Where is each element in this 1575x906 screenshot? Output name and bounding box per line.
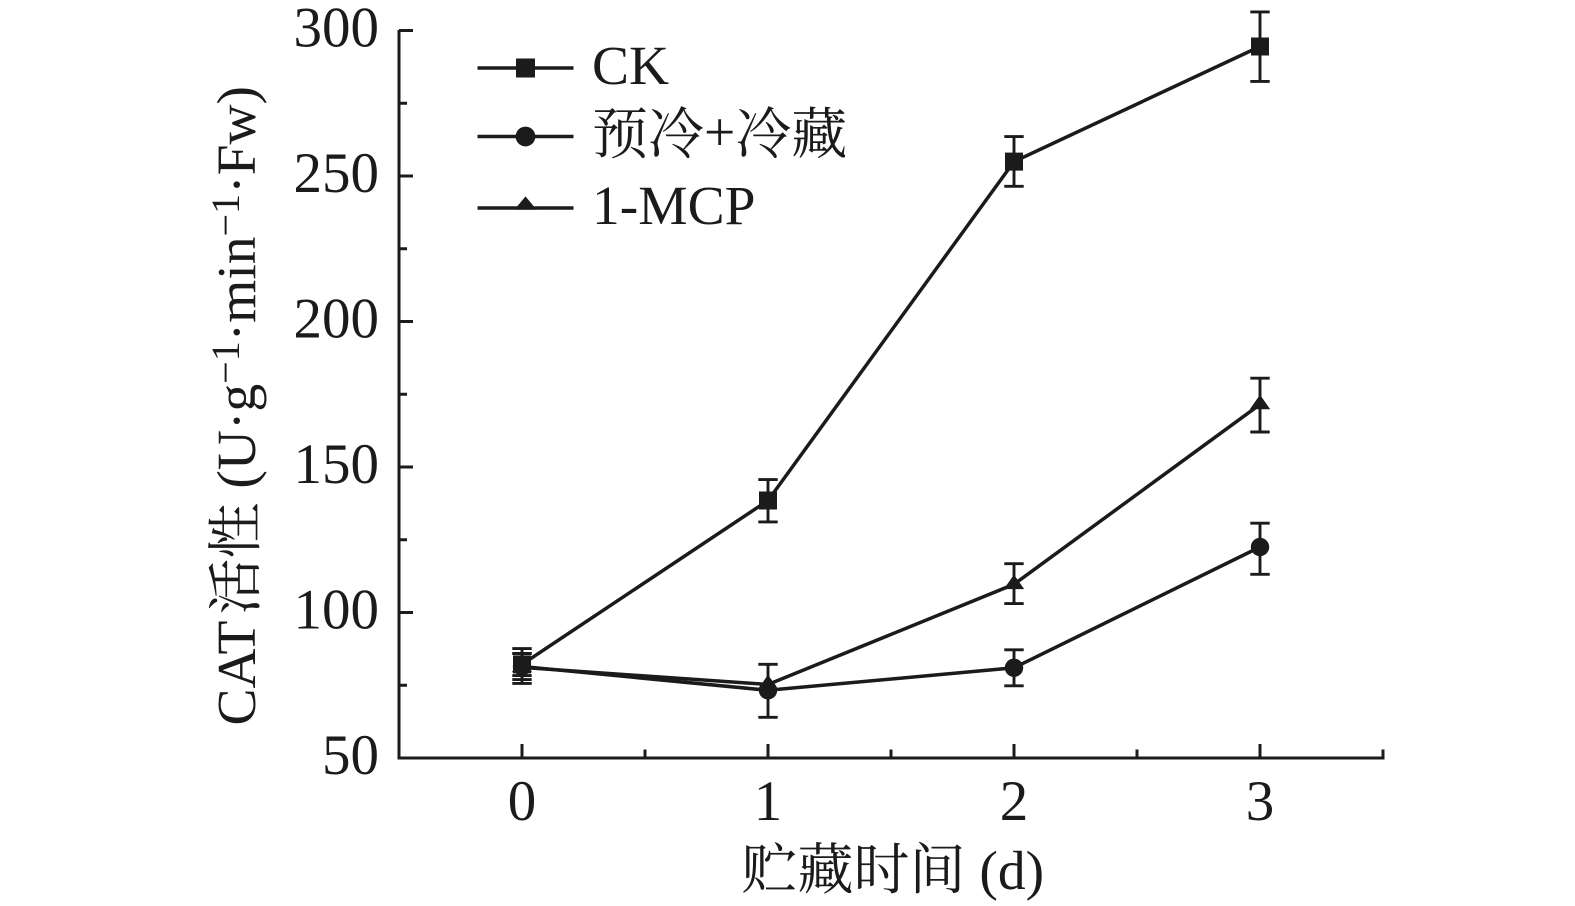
svg-text:2: 2 — [1000, 770, 1029, 833]
svg-text:1: 1 — [754, 770, 783, 833]
svg-text:CK: CK — [592, 36, 669, 97]
svg-text:50: 50 — [322, 724, 379, 787]
svg-text:·min: ·min — [207, 236, 268, 341]
svg-text:(U·g: (U·g — [207, 384, 268, 489]
svg-text:+: + — [704, 103, 735, 164]
svg-text:−1: −1 — [203, 341, 248, 384]
svg-text:·Fw): ·Fw) — [207, 86, 268, 194]
svg-text:−1: −1 — [203, 194, 248, 237]
svg-text:150: 150 — [294, 433, 380, 496]
svg-text:(d): (d) — [979, 841, 1044, 902]
svg-text:1-MCP: 1-MCP — [592, 176, 755, 237]
svg-text:3: 3 — [1246, 770, 1275, 833]
svg-text:100: 100 — [294, 579, 380, 642]
svg-text:CAT: CAT — [207, 621, 268, 726]
svg-text:0: 0 — [508, 770, 537, 833]
svg-text:250: 250 — [294, 142, 380, 205]
svg-text:200: 200 — [294, 288, 380, 351]
svg-text:300: 300 — [294, 0, 380, 60]
